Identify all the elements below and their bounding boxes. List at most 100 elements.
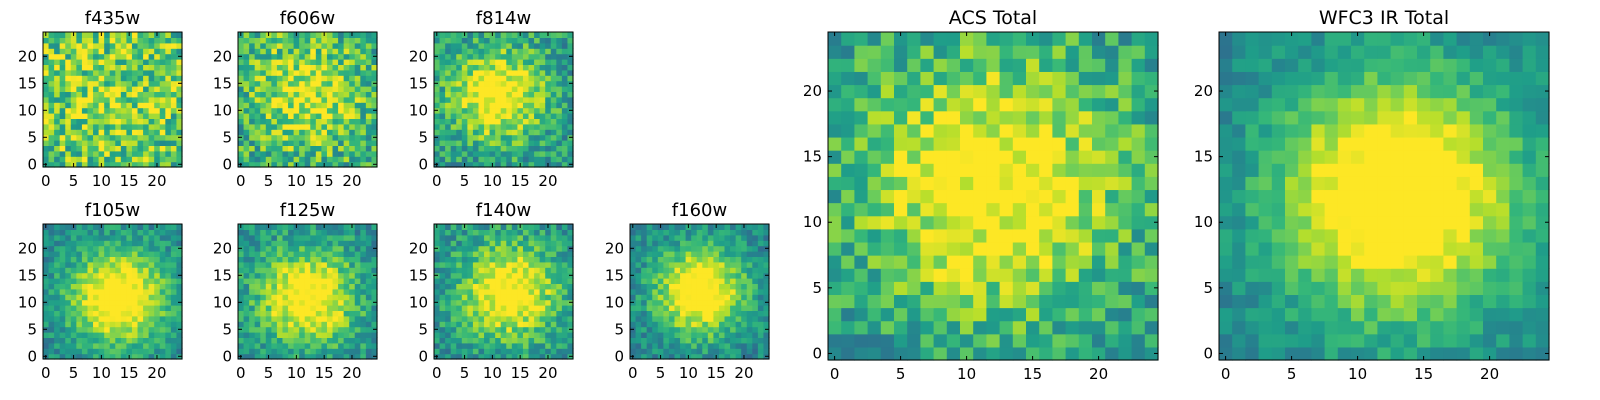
heatmap-cell: [321, 321, 328, 328]
heatmap-cell: [495, 145, 502, 152]
heatmap-cell: [646, 229, 653, 236]
heatmap-cell: [371, 332, 378, 338]
heatmap-cell: [550, 240, 557, 247]
heatmap-cell: [635, 294, 642, 301]
heatmap-cell: [735, 332, 742, 338]
heatmap-cell: [550, 96, 557, 103]
heatmap-cell: [276, 256, 284, 263]
heatmap-cell: [371, 288, 378, 295]
heatmap-cell: [630, 348, 637, 355]
heatmap-cell: [713, 305, 720, 311]
heatmap-cell: [276, 32, 284, 38]
heatmap-cell: [154, 321, 161, 328]
heatmap-cell: [238, 315, 245, 322]
heatmap-cell: [567, 278, 574, 284]
heatmap-cell: [556, 59, 563, 65]
heatmap-cell: [176, 64, 183, 71]
heatmap-cell: [87, 59, 94, 65]
heatmap-cell: [484, 267, 491, 274]
heatmap-cell: [349, 337, 356, 344]
heatmap-cell: [70, 337, 77, 344]
heatmap-cell: [696, 342, 703, 349]
heatmap-cell: [495, 107, 502, 114]
heatmap-cell: [326, 294, 334, 301]
heatmap-cell: [349, 80, 356, 87]
heatmap-cell: [534, 69, 541, 76]
heatmap-cell: [511, 53, 518, 60]
heatmap-cell: [668, 332, 676, 338]
heatmap-cell: [81, 299, 89, 306]
heatmap-cell: [154, 150, 161, 157]
heatmap-cell: [484, 256, 491, 263]
heatmap-cell: [550, 267, 557, 274]
heatmap-cell: [506, 315, 513, 322]
heatmap-cell: [478, 353, 485, 360]
heatmap-cell: [545, 53, 552, 60]
heatmap-cell: [550, 305, 557, 311]
heatmap-cell: [735, 234, 742, 241]
heatmap-cell: [115, 326, 122, 333]
heatmap-cell: [450, 251, 457, 257]
heatmap-cell: [517, 64, 524, 71]
heatmap-cell: [159, 245, 166, 252]
heatmap-cell: [461, 342, 468, 349]
heatmap-cell: [131, 53, 139, 60]
heatmap-cell: [321, 240, 328, 247]
heatmap-cell: [176, 267, 183, 274]
heatmap-cell: [260, 75, 267, 82]
heatmap-cell: [120, 310, 127, 317]
heatmap-cell: [120, 224, 127, 230]
heatmap-cell: [338, 337, 345, 344]
heatmap-cell: [528, 161, 535, 168]
heatmap-cell: [249, 251, 256, 257]
heatmap-cell: [65, 299, 72, 306]
heatmap-cell: [165, 118, 172, 125]
heatmap-cell: [338, 310, 345, 317]
heatmap-cell: [65, 267, 72, 274]
heatmap-cell: [81, 91, 89, 98]
heatmap-cell: [506, 240, 513, 247]
heatmap-cell: [54, 80, 61, 87]
heatmap-cell: [54, 283, 61, 290]
heatmap-cell: [456, 75, 463, 82]
x-tick-label: 10: [483, 172, 502, 190]
heatmap-cell: [349, 150, 356, 157]
heatmap-cell: [276, 96, 284, 103]
heatmap-cell: [176, 145, 183, 152]
heatmap-cell: [371, 229, 378, 236]
heatmap-cell: [315, 245, 322, 252]
heatmap-cell: [243, 288, 250, 295]
heatmap-cell: [59, 53, 66, 60]
heatmap-cell: [472, 321, 480, 328]
heatmap-cell: [93, 229, 100, 236]
heatmap-cell: [439, 310, 446, 317]
heatmap-cell: [741, 305, 748, 311]
heatmap-cell: [243, 96, 250, 103]
heatmap-cell: [528, 278, 535, 284]
heatmap-cell: [641, 234, 648, 241]
heatmap-cell: [880, 307, 895, 322]
heatmap-cell: [43, 140, 50, 146]
heatmap-cell: [126, 278, 133, 284]
heatmap-cell: [243, 245, 250, 252]
heatmap-cell: [304, 332, 311, 338]
heatmap-cell: [920, 294, 935, 309]
heatmap-cell: [98, 229, 105, 236]
heatmap-cell: [76, 145, 83, 152]
heatmap-cell: [880, 202, 895, 217]
heatmap-cell: [534, 229, 541, 236]
heatmap-cell: [365, 332, 373, 338]
heatmap-cell: [260, 299, 267, 306]
heatmap-cell: [1118, 163, 1133, 177]
heatmap-cell: [65, 156, 72, 163]
heatmap-cell: [343, 299, 350, 306]
heatmap-cell: [539, 107, 546, 114]
heatmap-cell: [115, 245, 122, 252]
heatmap-cell: [98, 129, 105, 136]
heatmap-cell: [450, 256, 457, 263]
heatmap-cell: [93, 294, 100, 301]
heatmap-cell: [243, 102, 250, 109]
heatmap-cell: [131, 96, 139, 103]
heatmap-cell: [484, 229, 491, 236]
heatmap-cell: [495, 224, 502, 230]
